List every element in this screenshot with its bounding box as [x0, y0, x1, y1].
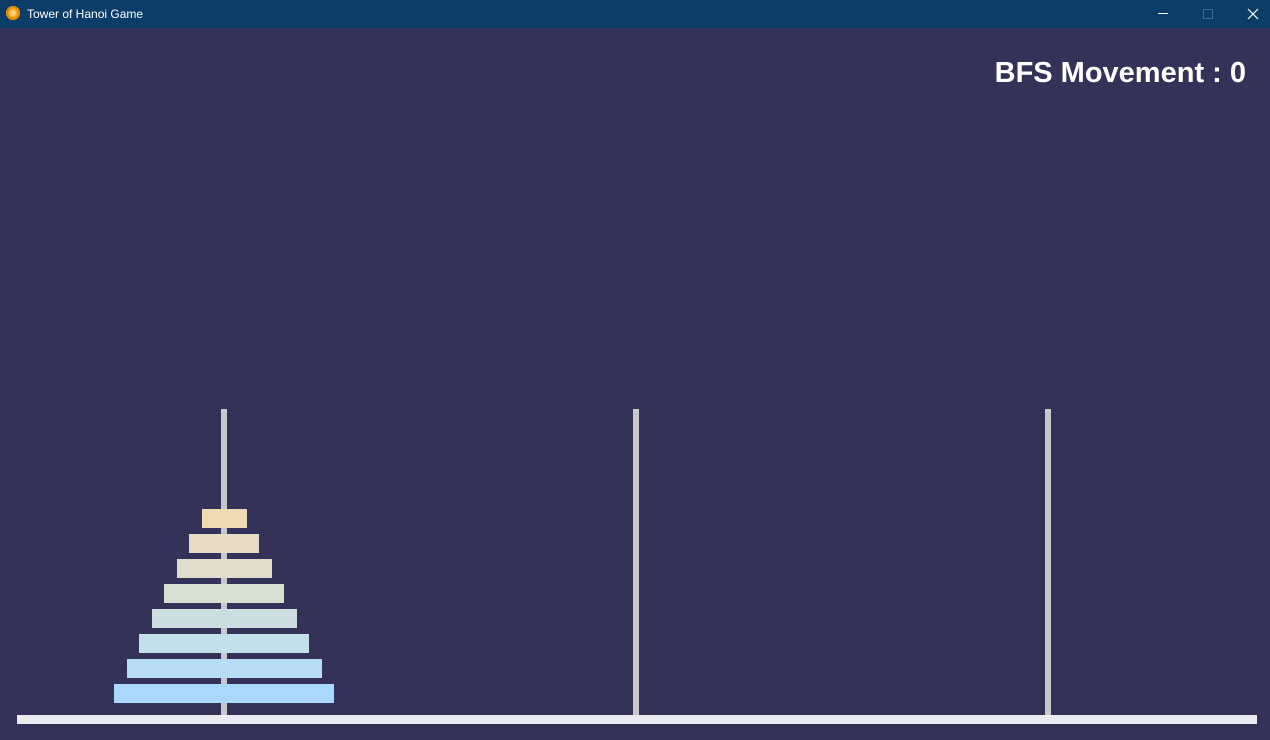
disk-5[interactable] — [152, 609, 297, 628]
disk-1[interactable] — [202, 509, 247, 528]
bfs-movement-counter: BFS Movement : 0 — [994, 57, 1246, 89]
close-icon — [1247, 8, 1259, 20]
maximize-button[interactable] — [1185, 0, 1230, 28]
minimize-button[interactable] — [1140, 0, 1185, 28]
disk-6[interactable] — [139, 634, 309, 653]
disk-7[interactable] — [127, 659, 322, 678]
disk-4[interactable] — [164, 584, 284, 603]
window-title: Tower of Hanoi Game — [27, 7, 144, 21]
peg-right[interactable] — [1045, 409, 1051, 715]
title-bar: Tower of Hanoi Game — [0, 0, 1270, 28]
minimize-icon — [1158, 13, 1168, 14]
disk-8[interactable] — [114, 684, 334, 703]
disk-3[interactable] — [177, 559, 272, 578]
game-canvas[interactable]: BFS Movement : 0 — [0, 28, 1270, 740]
disk-2[interactable] — [189, 534, 259, 553]
app-icon — [6, 6, 20, 20]
peg-middle[interactable] — [633, 409, 639, 715]
maximize-icon — [1203, 9, 1213, 19]
close-button[interactable] — [1230, 0, 1270, 28]
tower-base — [17, 715, 1257, 724]
